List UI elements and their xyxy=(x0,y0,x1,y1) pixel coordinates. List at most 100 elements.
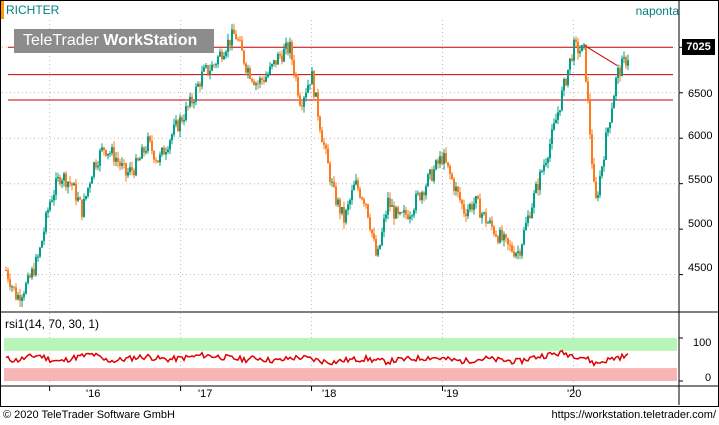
candle-body xyxy=(67,181,69,188)
candle-body xyxy=(559,110,561,113)
candle-body xyxy=(271,63,273,67)
candle-body xyxy=(57,176,59,179)
candle-body xyxy=(15,287,17,300)
candle-body xyxy=(469,204,471,210)
candle-body xyxy=(579,51,581,54)
candle-body xyxy=(265,76,267,82)
candle-body xyxy=(299,95,301,106)
candle-body xyxy=(203,67,205,72)
candle-body xyxy=(397,207,399,214)
candle-body xyxy=(403,210,405,213)
candle-body xyxy=(535,184,537,194)
candle-body xyxy=(29,275,31,278)
candle-body xyxy=(383,218,385,232)
candle-body xyxy=(105,149,107,156)
rsi-indicator-label[interactable]: rsi1(14, 70, 30, 1) xyxy=(5,317,100,331)
candle-body xyxy=(143,147,145,153)
rsi-overbought-band xyxy=(4,338,677,351)
candle-body xyxy=(233,29,235,34)
candle-body xyxy=(437,160,439,164)
candle-body xyxy=(459,192,461,201)
candle-body xyxy=(513,251,515,257)
candle-body xyxy=(585,44,587,82)
candle-body xyxy=(245,63,247,73)
candle-body xyxy=(181,117,183,122)
candle-body xyxy=(37,256,39,258)
candle-body xyxy=(173,124,175,135)
candle-body xyxy=(207,65,209,75)
candle-body xyxy=(509,244,511,246)
candle-body xyxy=(519,251,521,256)
rsi-line xyxy=(5,349,629,367)
candle-body xyxy=(605,132,607,160)
candle-body xyxy=(157,160,159,163)
candle-body xyxy=(611,108,613,123)
candle-body xyxy=(371,229,373,234)
candle-body xyxy=(565,79,567,86)
candle-body xyxy=(83,198,85,217)
candle-body xyxy=(123,163,125,165)
frequency-label[interactable]: naponta xyxy=(635,4,679,18)
candle-body xyxy=(31,268,33,278)
candle-body xyxy=(613,95,615,109)
candle-body xyxy=(115,157,117,162)
candle-body xyxy=(77,197,79,201)
candle-body xyxy=(215,64,217,66)
candle-body xyxy=(71,183,73,186)
candle-body xyxy=(539,171,541,191)
candle-body xyxy=(617,67,619,78)
y-tick-label: 5000 xyxy=(688,218,713,230)
candle-body xyxy=(133,170,135,176)
candle-body xyxy=(73,183,75,186)
candle-body xyxy=(483,212,485,214)
source-url[interactable]: https://workstation.teletrader.com/ xyxy=(551,409,716,421)
candle-body xyxy=(195,86,197,102)
y-tick-label: 6500 xyxy=(688,88,713,100)
candle-body xyxy=(495,234,497,237)
candle-body xyxy=(595,181,597,198)
candle-body xyxy=(499,229,501,243)
candle-body xyxy=(185,106,187,120)
teletrader-logo: TeleTrader WorkStation xyxy=(14,29,214,53)
candle-body xyxy=(45,212,47,232)
candle-body xyxy=(17,295,19,300)
candle-body xyxy=(259,78,261,84)
candle-body xyxy=(111,147,113,154)
symbol-color-marker xyxy=(1,1,4,19)
candle-body xyxy=(337,199,339,205)
candle-body xyxy=(25,283,27,294)
x-tick-label: '19 xyxy=(444,388,459,400)
candle-body xyxy=(413,210,415,216)
candle-body xyxy=(101,147,103,151)
candle-body xyxy=(329,163,331,182)
candle-body xyxy=(237,39,239,41)
candle-body xyxy=(373,233,375,240)
candle-body xyxy=(231,29,233,46)
candle-body xyxy=(293,60,295,75)
candle-body xyxy=(217,56,219,65)
candle-body xyxy=(249,68,251,79)
candle-body xyxy=(251,78,253,82)
candle-body xyxy=(99,150,101,166)
candle-body xyxy=(59,176,61,184)
candle-body xyxy=(55,178,57,195)
candle-body xyxy=(379,245,381,249)
candle-body xyxy=(479,198,481,218)
candle-body xyxy=(391,205,393,208)
candle-body xyxy=(303,97,305,107)
candle-body xyxy=(295,74,297,78)
candle-body xyxy=(69,181,71,184)
candle-body xyxy=(319,116,321,131)
candle-body xyxy=(615,77,617,96)
candle-body xyxy=(375,239,377,256)
candle-body xyxy=(281,55,283,62)
candle-body xyxy=(461,200,463,205)
candle-body xyxy=(521,244,523,256)
symbol-label[interactable]: RICHTER xyxy=(6,3,60,17)
candle-body xyxy=(89,183,91,188)
candle-body xyxy=(187,106,189,108)
candle-body xyxy=(327,148,329,164)
candle-body xyxy=(13,286,15,288)
candle-body xyxy=(227,39,229,52)
